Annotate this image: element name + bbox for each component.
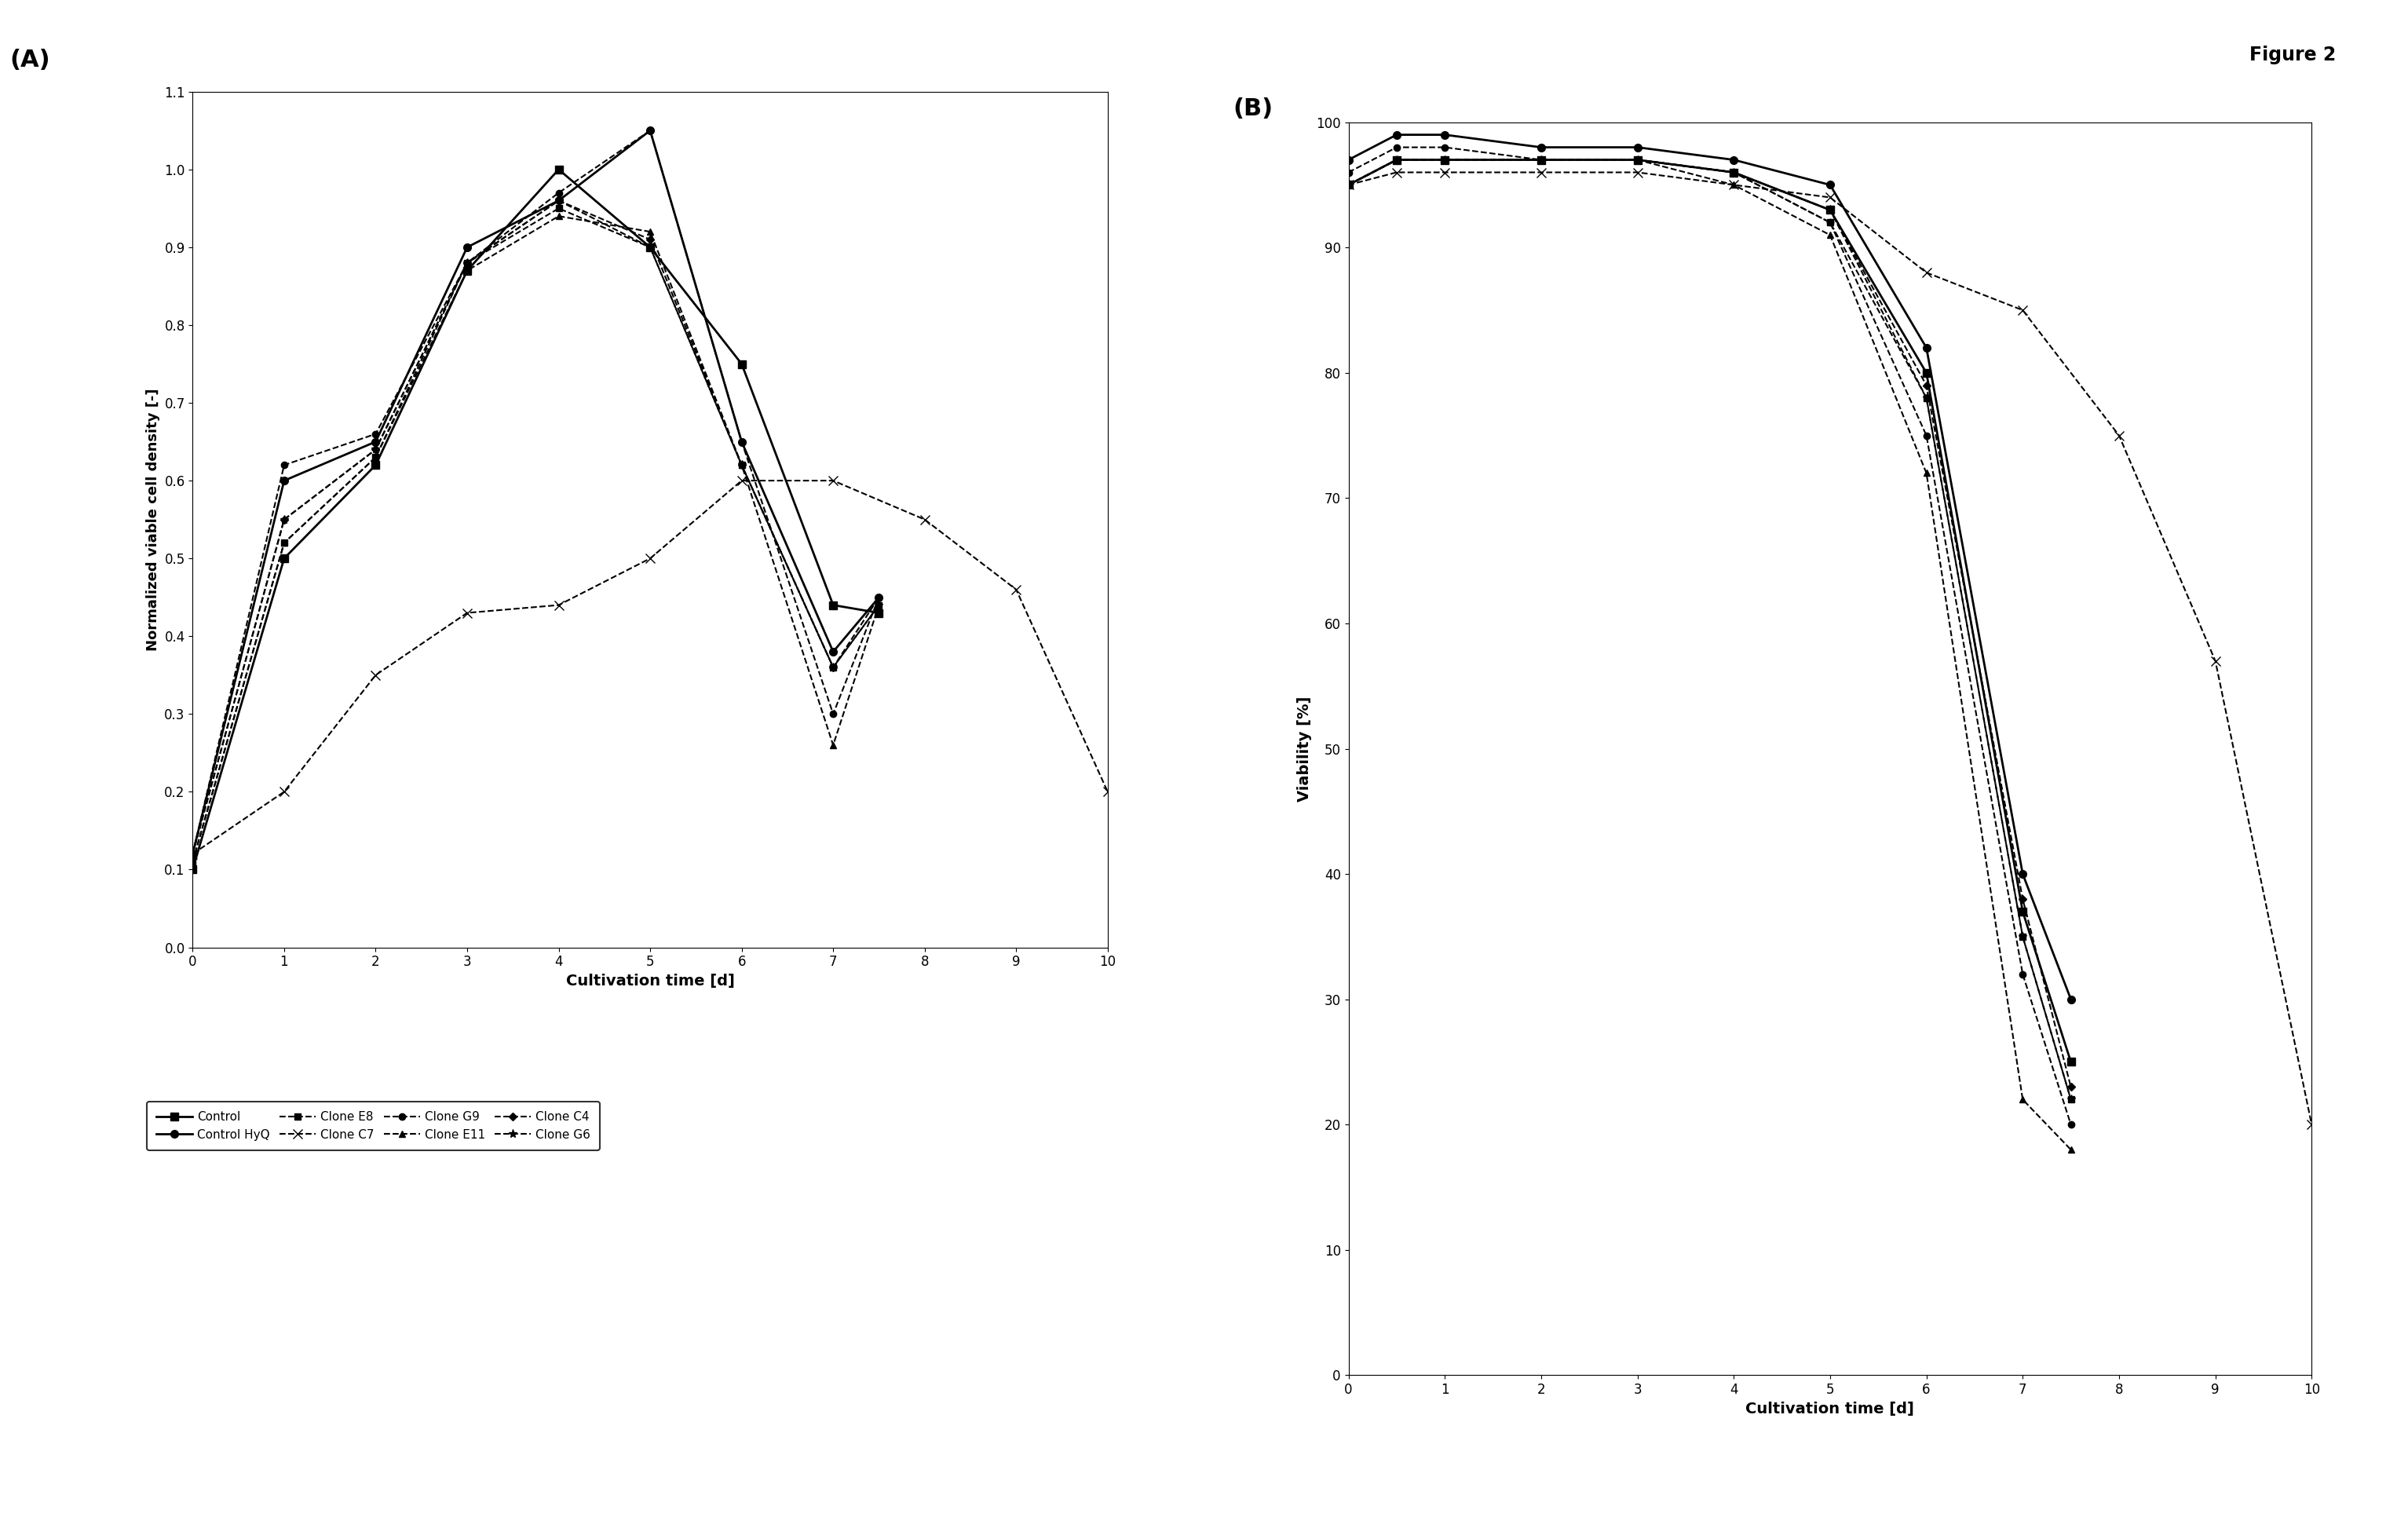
Legend: Control, Control HyQ, Clone E8, Clone C7, Clone G9, Clone E11, Clone C4, Clone G: Control, Control HyQ, Clone E8, Clone C7… (147, 1102, 600, 1151)
X-axis label: Cultivation time [d]: Cultivation time [d] (1746, 1401, 1914, 1416)
X-axis label: Cultivation time [d]: Cultivation time [d] (566, 973, 734, 989)
Text: (A): (A) (10, 49, 51, 72)
Y-axis label: Normalized viable cell density [-]: Normalized viable cell density [-] (147, 388, 159, 651)
Text: Figure 2: Figure 2 (2249, 46, 2336, 64)
Y-axis label: Viability [%]: Viability [%] (1298, 695, 1312, 802)
Text: (B): (B) (1233, 98, 1274, 121)
